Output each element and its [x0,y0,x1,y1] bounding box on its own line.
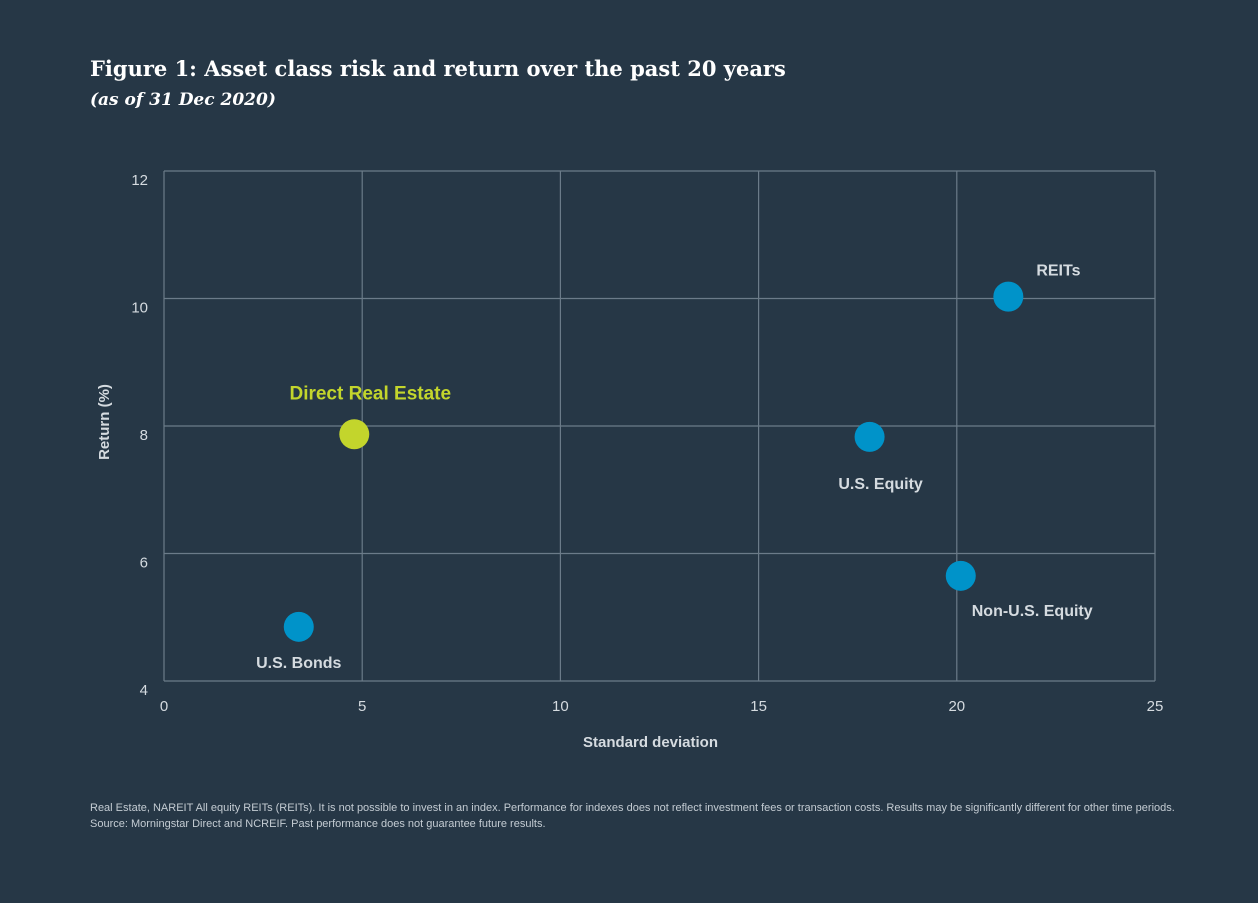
point-label: U.S. Equity [838,476,923,493]
x-axis-title: Standard deviation [583,734,718,751]
footnote-line-2: Source: Morningstar Direct and NCREIF. P… [90,818,546,830]
data-point [339,419,370,450]
x-tick-label: 15 [750,698,767,715]
point-label: Direct Real Estate [289,383,451,404]
x-tick-label: 0 [160,698,168,715]
data-point [993,281,1024,312]
x-tick-label: 20 [948,698,965,715]
y-tick-label: 8 [140,427,148,444]
footnote: Real Estate, NAREIT All equity REITs (RE… [90,800,1210,832]
data-point [283,611,314,642]
data-point [945,560,976,591]
x-tick-label: 25 [1147,698,1164,715]
footnote-line-1: Real Estate, NAREIT All equity REITs (RE… [90,802,1175,814]
figure-subtitle: (as of 31 Dec 2020) [90,90,276,110]
scatter-chart: 0 5 10 15 20 25 4 6 8 10 12 Standard deviation Retur… [96,170,1164,751]
y-tick-label: 6 [140,555,148,572]
x-tick-label: 5 [358,698,366,715]
point-label: REITs [1036,263,1080,280]
point-label: Non-U.S. Equity [972,603,1093,620]
x-tick-label: 10 [552,698,569,715]
figure-title: Figure 1: Asset class risk and return ov… [90,56,786,81]
y-tick-label: 12 [131,172,148,189]
y-tick-label: 10 [131,300,148,317]
point-label: U.S. Bonds [256,655,341,672]
y-axis-title: Return (%) [96,384,113,460]
y-tick-label: 4 [140,682,148,699]
data-point [854,421,885,452]
